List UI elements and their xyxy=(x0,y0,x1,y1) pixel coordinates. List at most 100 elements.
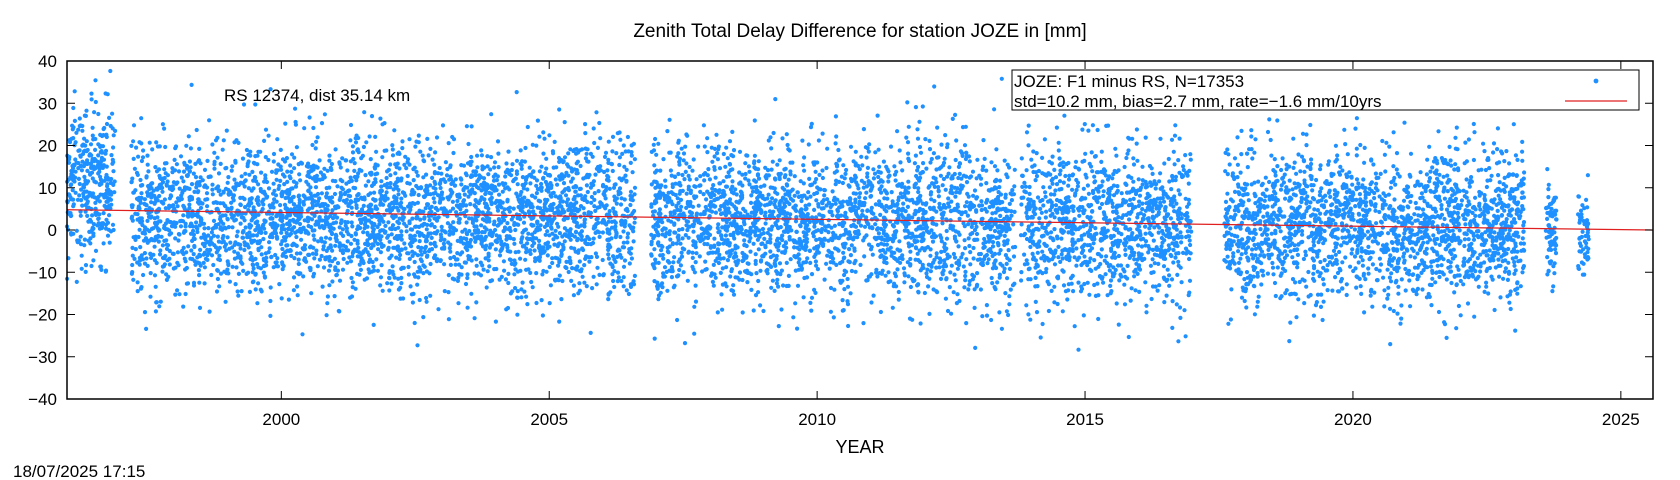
data-point xyxy=(189,82,194,87)
data-point xyxy=(1156,230,1161,235)
data-point xyxy=(330,279,335,284)
data-point xyxy=(459,163,464,168)
data-point xyxy=(995,280,1000,285)
data-point xyxy=(1428,188,1433,193)
data-point xyxy=(144,174,149,179)
data-point xyxy=(1467,180,1472,186)
data-point xyxy=(196,268,201,273)
data-point xyxy=(1275,164,1280,169)
data-point xyxy=(845,276,850,282)
data-point xyxy=(582,280,587,285)
data-point xyxy=(978,182,984,187)
data-point xyxy=(1308,200,1313,205)
data-point xyxy=(1411,240,1416,245)
data-point xyxy=(784,260,789,265)
data-point xyxy=(1041,185,1046,190)
data-point xyxy=(663,184,668,189)
data-point xyxy=(801,295,806,300)
data-point xyxy=(876,174,881,180)
data-point xyxy=(1255,270,1260,276)
data-point xyxy=(132,166,137,171)
data-point xyxy=(709,145,714,150)
data-point xyxy=(241,268,246,273)
data-point xyxy=(1085,183,1090,188)
data-point xyxy=(1275,265,1280,270)
data-point xyxy=(246,270,251,275)
data-point xyxy=(1082,122,1087,127)
data-point xyxy=(669,265,675,270)
data-point xyxy=(1394,167,1399,172)
data-point xyxy=(294,234,299,240)
data-point xyxy=(1332,188,1337,193)
data-point xyxy=(1132,257,1137,262)
data-point xyxy=(978,287,984,292)
data-point xyxy=(627,261,632,266)
data-point xyxy=(553,177,558,182)
data-point xyxy=(238,202,243,208)
data-point xyxy=(1236,249,1241,254)
data-point xyxy=(229,168,234,173)
data-point xyxy=(847,196,853,201)
data-point xyxy=(469,154,474,160)
data-point xyxy=(397,256,402,262)
data-point xyxy=(1157,283,1162,288)
data-point xyxy=(329,161,334,167)
data-point xyxy=(992,228,998,234)
data-point xyxy=(964,180,970,185)
data-point xyxy=(1358,197,1363,202)
data-point xyxy=(1251,256,1256,261)
data-point xyxy=(1267,117,1272,122)
data-point xyxy=(1347,209,1352,214)
data-point xyxy=(984,303,990,308)
data-point xyxy=(1291,165,1296,170)
data-point xyxy=(1345,152,1350,157)
data-point xyxy=(730,179,735,184)
data-point xyxy=(93,99,98,105)
data-point xyxy=(488,228,493,233)
data-point xyxy=(1363,195,1368,200)
data-point xyxy=(157,252,163,257)
data-point xyxy=(769,146,774,151)
data-point xyxy=(238,246,243,251)
data-point xyxy=(1312,197,1317,202)
data-point xyxy=(1083,151,1088,156)
data-point xyxy=(493,227,498,233)
data-point xyxy=(1450,256,1455,261)
data-point xyxy=(1178,315,1183,320)
data-point xyxy=(432,224,437,230)
data-point xyxy=(597,272,602,277)
data-point xyxy=(1261,273,1266,278)
data-point xyxy=(423,244,428,249)
data-point xyxy=(678,241,683,246)
data-point xyxy=(1081,186,1086,191)
data-point xyxy=(967,243,972,249)
data-point xyxy=(632,185,638,190)
data-point xyxy=(502,268,507,273)
data-point xyxy=(605,237,610,242)
data-point xyxy=(1093,226,1098,231)
data-point xyxy=(1228,226,1233,231)
data-point xyxy=(845,284,851,289)
data-point xyxy=(455,198,460,204)
data-point xyxy=(1302,169,1307,174)
data-point xyxy=(1350,247,1355,252)
data-point xyxy=(932,198,937,204)
data-point xyxy=(1271,272,1276,277)
data-point xyxy=(186,134,191,139)
data-point xyxy=(1129,286,1134,291)
data-point xyxy=(1244,270,1250,275)
data-point xyxy=(901,201,906,206)
data-point xyxy=(259,252,264,257)
data-point xyxy=(582,263,587,268)
data-point xyxy=(132,256,137,261)
data-point xyxy=(600,230,606,235)
data-point xyxy=(523,145,528,151)
data-point xyxy=(1520,270,1525,275)
data-point xyxy=(660,232,665,237)
data-point xyxy=(1328,209,1334,214)
data-point xyxy=(464,220,469,225)
data-point xyxy=(1394,151,1400,156)
data-point xyxy=(953,157,958,163)
data-point xyxy=(146,169,151,174)
data-point xyxy=(808,194,813,199)
